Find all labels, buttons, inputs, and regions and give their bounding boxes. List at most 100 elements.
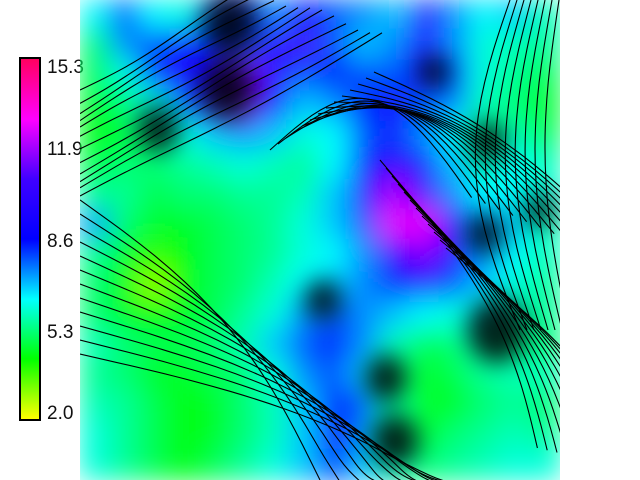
heatmap-cell (109, 329, 141, 361)
heatmap-cell (259, 329, 291, 361)
contour-line (439, 239, 560, 350)
heatmap-cell (109, 389, 141, 421)
heatmap-cell (259, 179, 291, 211)
heatmap-cell (139, 0, 171, 31)
heatmap-cell (80, 389, 111, 421)
heatmap-cell (139, 449, 171, 480)
colorbar-tick-label: 8.6 (47, 231, 74, 252)
contour-line (80, 9, 323, 150)
heatmap-cell (80, 419, 111, 451)
heatmap-cell (139, 209, 171, 241)
heatmap-cell (109, 119, 141, 151)
heatmap-cell (229, 209, 261, 241)
heatmap-cell (349, 119, 381, 151)
heatmap-cell (169, 59, 201, 91)
contour-line (474, 0, 521, 331)
heatmap-cell (409, 299, 441, 331)
heatmap-cell (439, 449, 471, 480)
contour-line (80, 0, 249, 104)
heatmap-cell (319, 359, 351, 391)
heatmap-cell (349, 0, 381, 31)
heatmap-cell (349, 269, 381, 301)
heatmap-cell (289, 179, 321, 211)
contour-line (433, 231, 560, 354)
heatmap-cell (469, 419, 501, 451)
contour-lines (80, 0, 560, 480)
dark-spots (137, 0, 554, 468)
contour-line (504, 0, 542, 331)
heatmap-cell (199, 239, 231, 271)
heatmap-cell (109, 149, 141, 181)
heatmap-cell (169, 359, 201, 391)
heatmap-cell (529, 89, 560, 121)
contour-line (80, 0, 275, 115)
contour-line (80, 32, 383, 197)
contour-line (80, 325, 440, 480)
heatmap-cell (499, 359, 531, 391)
heatmap-cell (259, 269, 291, 301)
heatmap-cell (439, 179, 471, 211)
heatmap-cell (379, 59, 411, 91)
heatmap-cell (229, 299, 261, 331)
heatmap-cell (469, 29, 501, 61)
heatmap-cell (379, 179, 411, 211)
heatmap-cell (439, 269, 471, 301)
contour-line (80, 241, 375, 480)
heatmap-cell (469, 89, 501, 121)
heatmap-cell (469, 389, 501, 421)
heatmap-cell (139, 419, 171, 451)
heatmap-cell (499, 419, 531, 451)
heatmap-cell (439, 29, 471, 61)
heatmap-cell (109, 359, 141, 391)
heatmap-cell (409, 239, 441, 271)
heatmap-cell (469, 0, 501, 31)
heatmap-cell (379, 299, 411, 331)
heatmap-cell (229, 389, 261, 421)
heatmap-cell (469, 59, 501, 91)
heatmap-cell (109, 179, 141, 211)
heatmap-cell (139, 359, 171, 391)
contour-line (365, 77, 560, 193)
contour-line (333, 101, 560, 222)
heatmap-cell (199, 419, 231, 451)
colorbar-tick-label: 15.3 (47, 57, 84, 78)
heatmap-cell (499, 389, 531, 421)
heatmap-cell (80, 29, 111, 61)
heatmap-cell (80, 449, 111, 480)
heatmap-cell (80, 179, 111, 211)
heatmap-cell (409, 179, 441, 211)
contour-line (80, 23, 347, 175)
contour-line (349, 89, 560, 206)
contour-line (373, 71, 560, 188)
heatmap-cell (80, 209, 111, 241)
heatmap-cell (349, 299, 381, 331)
heatmap-cell (259, 419, 291, 451)
heatmap-cell (109, 59, 141, 91)
heatmap-cell (529, 59, 560, 91)
heatmap-cell (169, 269, 201, 301)
heatmap-cell (289, 29, 321, 61)
heatmap-cell (139, 389, 171, 421)
heatmap-cell (259, 239, 291, 271)
heatmap-cell (199, 449, 231, 480)
heatmap-cell (109, 269, 141, 301)
heatmap-cell (109, 29, 141, 61)
heatmap-cell (529, 239, 560, 271)
heatmap-cell (169, 239, 201, 271)
heatmap-cell (379, 119, 411, 151)
contour-line (341, 95, 560, 213)
heatmap-cell (349, 179, 381, 211)
heatmap-cell (319, 179, 351, 211)
heatmap-cell (529, 269, 560, 301)
heatmap-cell (169, 299, 201, 331)
heatmap-cell (409, 0, 441, 31)
heatmap-cell (409, 329, 441, 361)
contour-line (317, 107, 555, 235)
heatmap-cell (319, 29, 351, 61)
contour-line (534, 0, 560, 324)
heatmap-cell (379, 29, 411, 61)
heatmap-cell (259, 209, 291, 241)
contour-line (277, 100, 486, 204)
heatmap-cell (289, 239, 321, 271)
heatmap-cell (499, 449, 531, 480)
